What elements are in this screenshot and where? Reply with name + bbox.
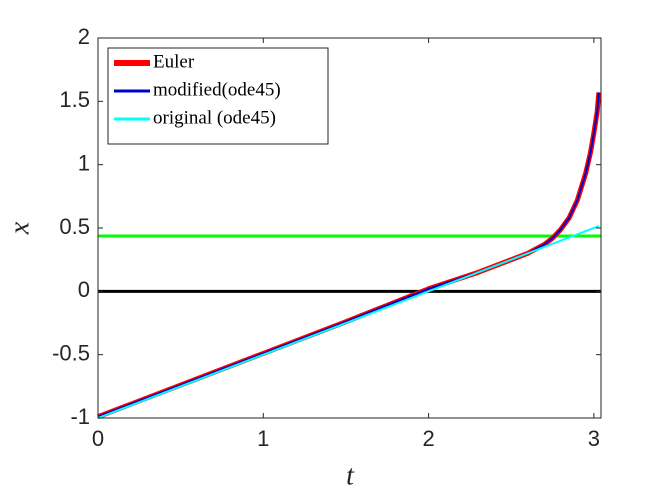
plot-content [97,92,602,420]
y-axis-label: x [4,221,35,235]
x-tick-label: 2 [422,426,434,451]
y-tick-label: 0.5 [59,214,90,239]
y-tick-label: 0 [78,277,90,302]
legend-label: Euler [153,51,195,72]
legend: Euler modified(ode45) original (ode45) [107,47,329,145]
y-tick-label: -1 [70,404,90,429]
x-axis-label: t [346,460,355,491]
y-tick-label: -0.5 [52,340,90,365]
legend-label: modified(ode45) [153,79,281,100]
x-tick-label: 0 [92,426,104,451]
y-tick-label: 1 [78,150,90,175]
series-line [97,225,600,419]
x-tick-label: 3 [588,426,600,451]
y-tick-label: 2 [78,24,90,49]
legend-label: original (ode45) [153,107,276,128]
x-tick-label: 1 [257,426,269,451]
series-line [97,92,600,418]
y-tick-label: 1.5 [59,87,90,112]
